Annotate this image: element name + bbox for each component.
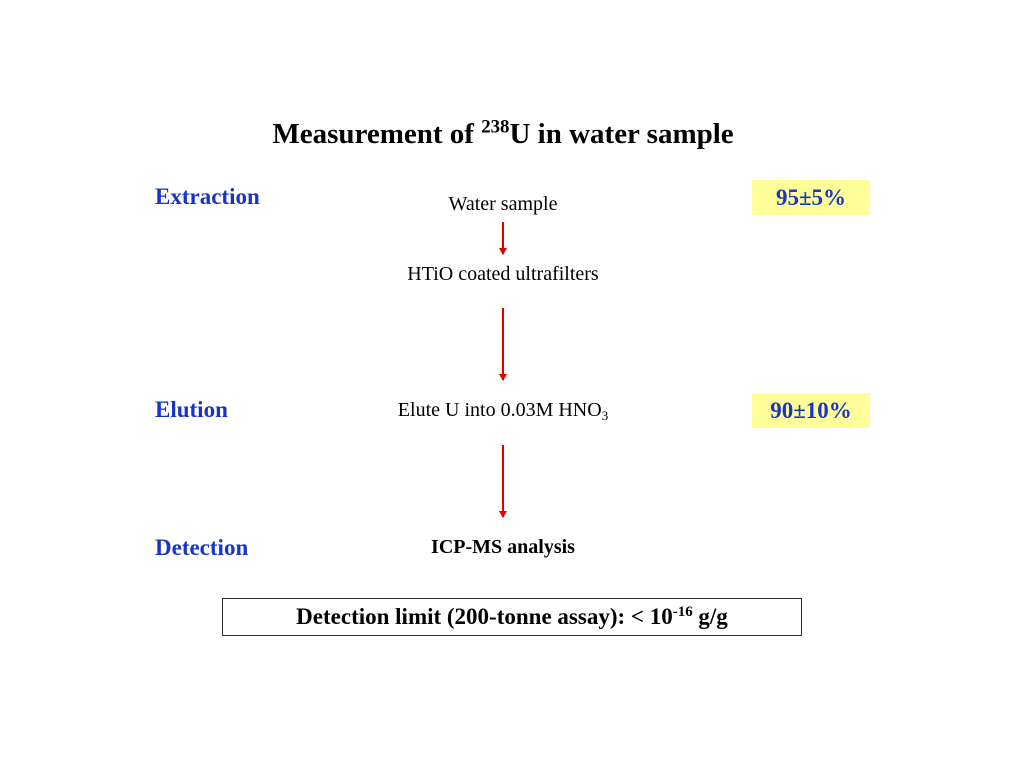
detection-limit-box: Detection limit (200-tonne assay): < 10-… — [222, 598, 802, 636]
step: ICP-MS analysis — [431, 536, 575, 558]
stage-label: Elution — [155, 397, 228, 422]
step-subscript: 3 — [601, 407, 609, 423]
step: Elute U into 0.03M HNO3 — [398, 399, 608, 422]
footer-text: Detection limit (200-tonne assay): < 10 — [296, 604, 673, 629]
efficiency-box: 95±5% — [752, 180, 870, 215]
title-text: Measurement of — [272, 118, 482, 150]
title-text: U in water sample — [509, 118, 734, 150]
title-superscript: 238 — [481, 116, 510, 138]
footer-text: g/g — [692, 604, 728, 629]
footer-superscript: -16 — [672, 603, 693, 620]
efficiency-box: 90±10% — [752, 393, 870, 428]
step: Water sample — [448, 193, 558, 215]
slide-title: Measurement of 238U in water sample — [272, 118, 733, 151]
step: HTiO coated ultrafilters — [407, 263, 599, 285]
stage-label: Extraction — [155, 184, 260, 209]
stage-label: Detection — [155, 535, 249, 560]
step-text: Elute U into 0.03M HNO — [397, 399, 602, 421]
